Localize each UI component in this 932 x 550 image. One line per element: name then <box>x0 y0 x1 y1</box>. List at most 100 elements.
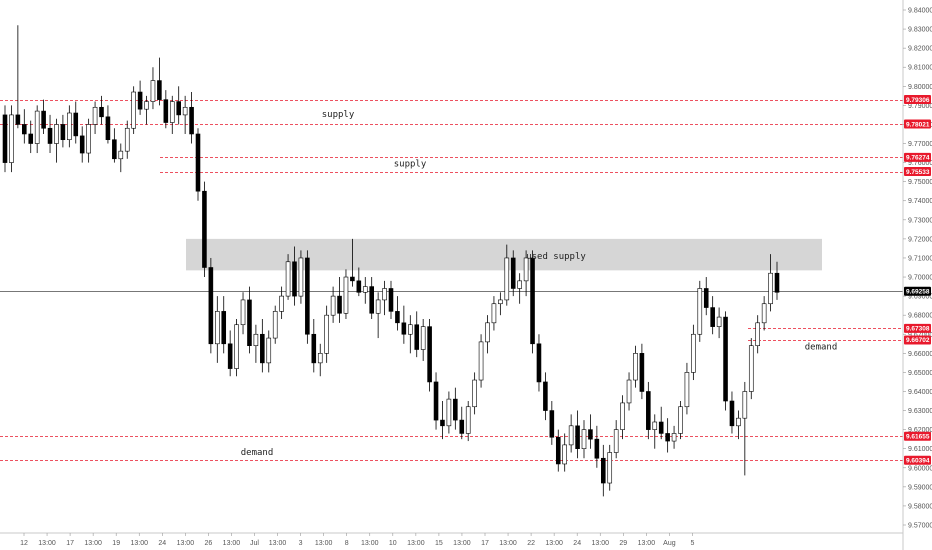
candle[interactable] <box>691 324 696 381</box>
candle[interactable] <box>330 286 336 323</box>
candle[interactable] <box>716 307 722 339</box>
candle[interactable] <box>678 401 683 440</box>
candle[interactable] <box>215 296 220 363</box>
candle[interactable] <box>742 381 748 476</box>
candle[interactable] <box>15 25 21 129</box>
candle[interactable] <box>99 95 104 125</box>
candle[interactable] <box>79 126 85 163</box>
candle[interactable] <box>420 319 426 361</box>
candle[interactable] <box>272 305 278 344</box>
candle[interactable] <box>671 425 677 449</box>
candle[interactable] <box>34 105 40 154</box>
candle[interactable] <box>523 250 529 297</box>
candle[interactable] <box>47 114 53 154</box>
candle[interactable] <box>755 315 760 354</box>
candle[interactable] <box>388 280 394 319</box>
candle[interactable] <box>607 444 613 491</box>
candle[interactable] <box>562 433 567 472</box>
candle[interactable] <box>73 101 79 144</box>
candle[interactable] <box>2 105 8 173</box>
candle[interactable] <box>279 286 284 319</box>
candle[interactable] <box>440 401 445 440</box>
candle[interactable] <box>382 280 387 316</box>
candle[interactable] <box>137 80 143 115</box>
candle[interactable] <box>601 444 606 497</box>
candle[interactable] <box>150 67 156 110</box>
candle[interactable] <box>652 414 658 449</box>
candle[interactable] <box>768 254 773 312</box>
candle[interactable] <box>478 334 484 388</box>
candle[interactable] <box>401 305 407 344</box>
candle[interactable] <box>594 425 600 468</box>
candle[interactable] <box>67 105 72 148</box>
candle[interactable] <box>427 319 432 392</box>
candle[interactable] <box>626 372 632 411</box>
candle[interactable] <box>639 343 645 400</box>
candle[interactable] <box>298 250 304 304</box>
candle[interactable] <box>317 343 323 377</box>
price-axis[interactable]: 9.84000 9.83000 9.82000 9.81000 9.80000 9.790… <box>903 8 932 530</box>
candle[interactable] <box>369 277 374 319</box>
candle[interactable] <box>472 372 477 415</box>
candle[interactable] <box>517 273 522 304</box>
candle[interactable] <box>266 330 272 373</box>
candle[interactable] <box>227 330 233 377</box>
candle[interactable] <box>536 334 542 392</box>
candle[interactable] <box>176 86 181 125</box>
candle[interactable] <box>543 372 548 421</box>
candle[interactable] <box>105 105 111 144</box>
candle[interactable] <box>9 105 14 173</box>
candle[interactable] <box>221 296 227 354</box>
candle[interactable] <box>131 86 136 134</box>
candle[interactable] <box>169 95 175 134</box>
candle[interactable] <box>112 128 117 163</box>
candle[interactable] <box>163 90 169 129</box>
candle[interactable] <box>41 99 46 134</box>
candle[interactable] <box>723 311 728 411</box>
candle[interactable] <box>703 277 709 316</box>
candle[interactable] <box>446 391 452 434</box>
candle[interactable] <box>202 181 207 278</box>
candle[interactable] <box>465 401 471 442</box>
candle[interactable] <box>646 381 651 440</box>
candle[interactable] <box>581 420 587 459</box>
candle[interactable] <box>350 238 355 287</box>
candle[interactable] <box>60 114 66 148</box>
candle[interactable] <box>684 362 690 415</box>
candle[interactable] <box>234 319 239 377</box>
candle[interactable] <box>292 246 297 306</box>
candle[interactable] <box>633 345 638 388</box>
candle[interactable] <box>189 92 194 144</box>
candle[interactable] <box>253 324 259 363</box>
candle[interactable] <box>504 244 510 306</box>
candle[interactable] <box>118 143 124 173</box>
candle[interactable] <box>124 120 130 159</box>
candle[interactable] <box>453 387 458 430</box>
candle[interactable] <box>337 277 342 323</box>
candle[interactable] <box>375 292 381 339</box>
candle[interactable] <box>240 292 246 335</box>
candle[interactable] <box>28 120 34 154</box>
candle[interactable] <box>588 414 593 449</box>
candle[interactable] <box>613 420 619 459</box>
candle[interactable] <box>710 296 715 335</box>
candle[interactable] <box>736 410 741 440</box>
candle[interactable] <box>530 250 535 354</box>
candle[interactable] <box>510 250 516 297</box>
candle[interactable] <box>748 338 754 400</box>
candle[interactable] <box>157 57 162 106</box>
candle[interactable] <box>433 372 439 430</box>
candle[interactable] <box>22 109 27 144</box>
candle[interactable] <box>208 257 214 354</box>
candle[interactable] <box>485 315 490 354</box>
candle[interactable] <box>774 261 780 300</box>
candle[interactable] <box>305 250 310 344</box>
candle[interactable] <box>395 296 400 331</box>
candle[interactable] <box>86 118 91 163</box>
candle[interactable] <box>491 296 497 331</box>
candle[interactable] <box>620 395 625 440</box>
candle[interactable] <box>575 410 580 459</box>
candle[interactable] <box>549 401 555 445</box>
candle[interactable] <box>761 296 767 331</box>
candle[interactable] <box>247 286 252 354</box>
